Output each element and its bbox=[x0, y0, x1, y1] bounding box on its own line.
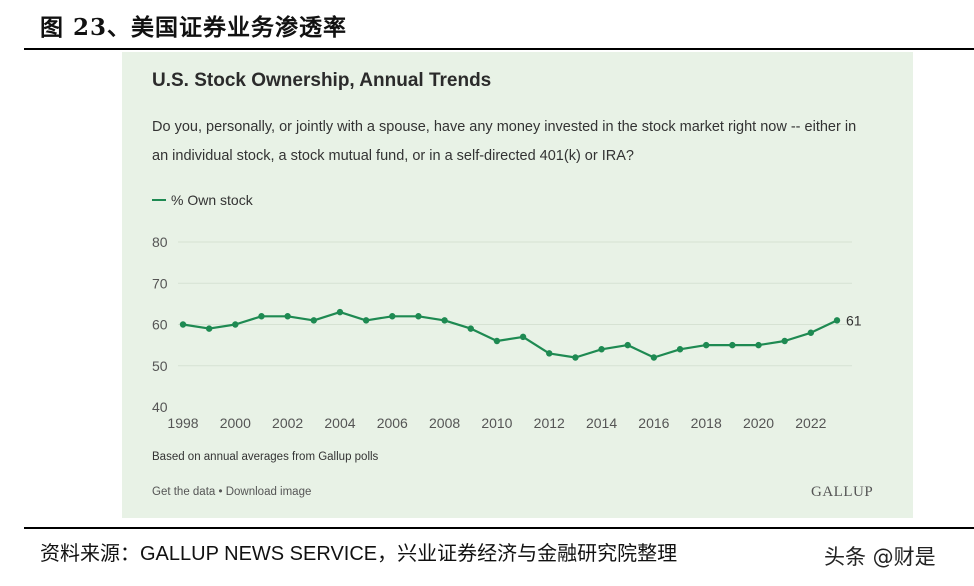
x-tick-label: 2008 bbox=[429, 415, 460, 431]
data-point bbox=[703, 341, 710, 349]
x-tick-label: 1998 bbox=[167, 415, 198, 431]
x-tick-label: 2014 bbox=[586, 415, 617, 431]
gallup-logo: GALLUP bbox=[811, 484, 874, 500]
series-line bbox=[182, 311, 838, 359]
x-tick-label: 2018 bbox=[691, 415, 722, 431]
x-tick-label: 2020 bbox=[743, 415, 774, 431]
x-tick-label: 2016 bbox=[638, 415, 669, 431]
y-tick-label: 60 bbox=[152, 317, 168, 333]
source-line: 资料来源：GALLUP NEWS SERVICE，兴业证券经济与金融研究院整理 bbox=[40, 537, 677, 566]
chart-links[interactable]: Get the data • Download image bbox=[152, 486, 312, 498]
y-tick-label: 40 bbox=[152, 399, 168, 415]
chart-note: Based on annual averages from Gallup pol… bbox=[152, 451, 379, 463]
chart-panel bbox=[122, 52, 913, 518]
figure-title: 图 23、美国证券业务渗透率 bbox=[40, 14, 348, 41]
data-point bbox=[467, 325, 474, 332]
x-tick-label: 2000 bbox=[220, 415, 251, 431]
legend: % Own stock bbox=[152, 192, 253, 208]
y-tick-label: 80 bbox=[152, 234, 168, 250]
data-point bbox=[441, 317, 448, 324]
data-point bbox=[598, 346, 605, 353]
top-rule bbox=[24, 48, 974, 50]
data-point bbox=[493, 337, 501, 345]
x-tick-label: 2010 bbox=[481, 415, 512, 431]
data-point bbox=[232, 321, 239, 328]
chart-title: U.S. Stock Ownership, Annual Trends bbox=[152, 70, 492, 91]
x-tick-label: 2002 bbox=[272, 415, 303, 431]
source-name: GALLUP NEWS SERVICE bbox=[140, 543, 378, 565]
data-point bbox=[729, 341, 736, 349]
data-point bbox=[546, 350, 553, 357]
data-point bbox=[362, 317, 370, 324]
data-point bbox=[284, 313, 291, 320]
data-point bbox=[781, 337, 788, 345]
chart-subtitle: Do you, personally, or jointly with a sp… bbox=[152, 119, 857, 164]
x-tick-label: 2006 bbox=[377, 415, 408, 431]
y-tick-label: 70 bbox=[152, 275, 168, 291]
data-point bbox=[755, 341, 762, 349]
data-point bbox=[676, 346, 684, 353]
x-tick-label: 2004 bbox=[324, 415, 355, 431]
data-point bbox=[650, 354, 658, 361]
data-point bbox=[389, 313, 396, 320]
data-point bbox=[205, 325, 213, 332]
bottom-rule bbox=[24, 527, 974, 529]
source-prefix: 资料来源： bbox=[40, 541, 140, 565]
watermark: 头条 @财是 bbox=[824, 545, 936, 569]
data-point bbox=[519, 333, 527, 341]
data-point bbox=[310, 317, 317, 324]
legend-swatch bbox=[152, 199, 166, 201]
data-point bbox=[624, 341, 631, 349]
data-point bbox=[833, 317, 841, 324]
data-point bbox=[258, 313, 265, 320]
data-point bbox=[807, 329, 815, 336]
data-point bbox=[415, 313, 422, 320]
x-tick-label: 2012 bbox=[534, 415, 565, 431]
source-suffix: ，兴业证券经济与金融研究院整理 bbox=[377, 541, 678, 565]
x-tick-label: 2022 bbox=[795, 415, 826, 431]
data-point bbox=[572, 354, 579, 361]
data-point bbox=[179, 321, 187, 328]
y-tick-label: 50 bbox=[152, 358, 168, 374]
end-value-label: 61 bbox=[846, 312, 862, 328]
data-point bbox=[336, 308, 344, 316]
legend-label: % Own stock bbox=[171, 192, 253, 208]
